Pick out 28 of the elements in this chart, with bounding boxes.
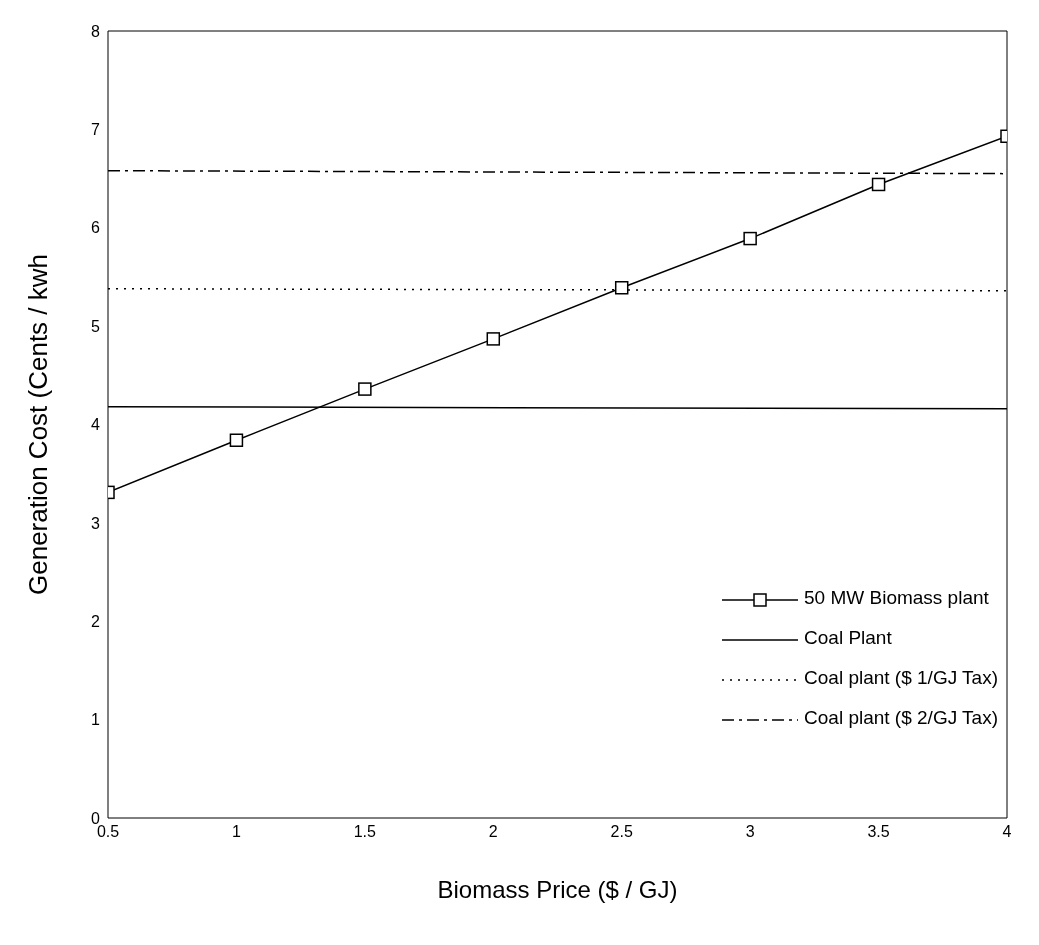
point [358, 382, 372, 396]
x-tick-label: 0.5 [96, 823, 120, 841]
x-tick-label: 4 [1002, 823, 1012, 841]
y-tick-label: 4 [91, 416, 101, 434]
point [743, 231, 757, 246]
y-tick-label: 1 [91, 711, 101, 729]
legend-label: Coal Plant [804, 627, 892, 649]
point [486, 332, 501, 346]
legend-label: Coal plant ($ 2/GJ Tax) [804, 707, 998, 729]
x-tick-label: 2 [488, 823, 498, 841]
legend-label: Coal plant ($ 1/GJ Tax) [804, 667, 998, 689]
y-tick-label: 6 [91, 219, 101, 237]
x-tick-label: 3 [745, 823, 755, 841]
point [614, 281, 629, 295]
y-tick-label: 7 [91, 121, 101, 139]
x-tick-label: 2.5 [610, 823, 633, 841]
legend-label: 50 MW Biomass plant [804, 587, 989, 609]
x-tick-label: 1.5 [353, 823, 377, 841]
y-tick-label: 5 [91, 317, 101, 335]
x-tick-label: 3.5 [867, 823, 890, 841]
y-axis-title: Generation Cost (Cents / kwh [23, 253, 54, 596]
x-tick-label: 1 [231, 823, 241, 841]
x-axis-title: Biomass Price ($ / GJ) [437, 876, 678, 903]
y-tick-label: 2 [91, 612, 101, 630]
point [229, 433, 244, 447]
y-tick-label: 8 [91, 22, 101, 40]
point [871, 177, 886, 192]
y-tick-label: 3 [91, 514, 101, 532]
